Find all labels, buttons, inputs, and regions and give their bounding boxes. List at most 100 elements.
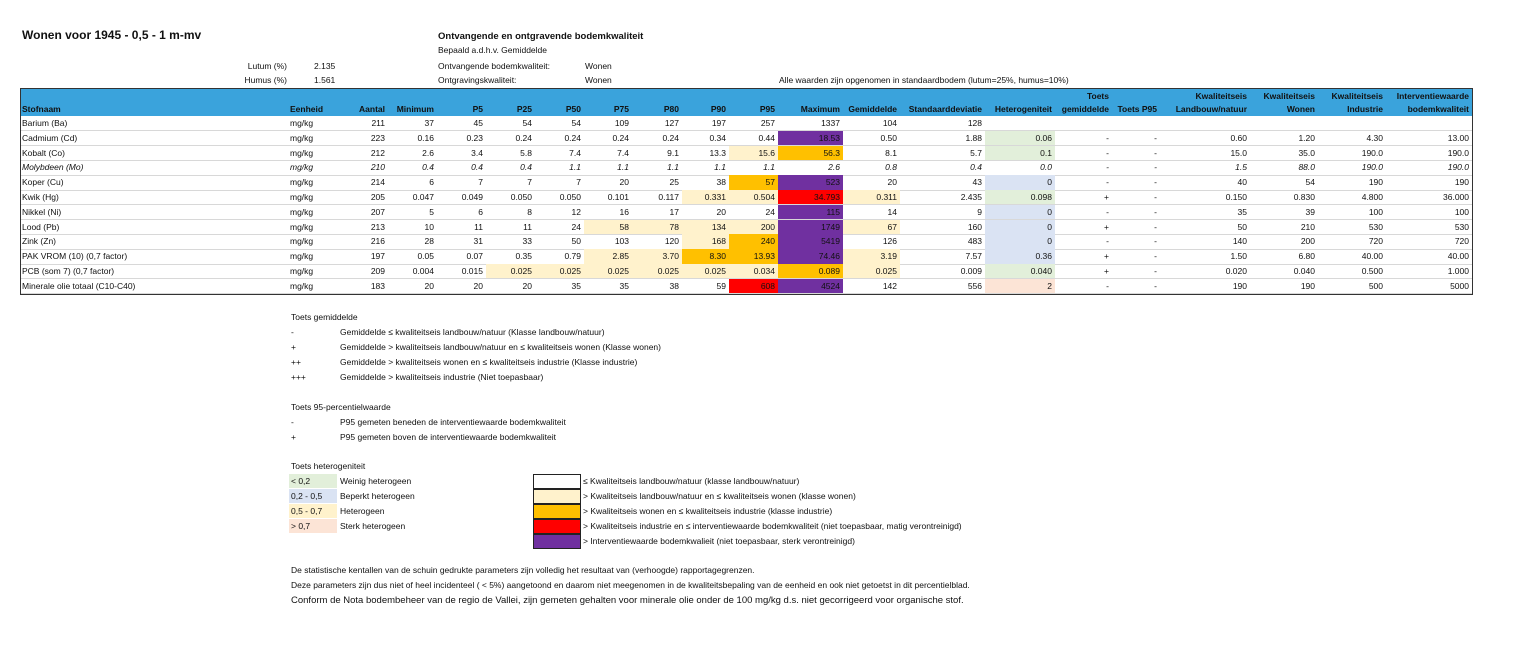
cell: 9.1 — [667, 147, 679, 158]
cell-fill — [985, 234, 1055, 250]
cell: 54 — [571, 117, 581, 128]
cell: 0.830 — [1293, 191, 1315, 202]
cell-fill — [682, 219, 729, 235]
cell: 0.4 — [422, 162, 434, 173]
cell: 2.85 — [612, 251, 629, 262]
row-line — [20, 278, 1472, 279]
cell: 1.5 — [1235, 162, 1247, 173]
cell: 0.015 — [461, 265, 483, 276]
cell-fill — [729, 264, 778, 279]
cell: 33 — [522, 236, 532, 247]
cell-fill — [778, 234, 843, 250]
cell: 197 — [711, 117, 726, 128]
cell: 6.80 — [1298, 251, 1315, 262]
cell-fill — [985, 190, 1055, 205]
cell: 223 — [370, 132, 385, 143]
cell: 1.1 — [569, 162, 581, 173]
cell: 0.60 — [1230, 132, 1247, 143]
cell: 205 — [370, 191, 385, 202]
param-label: Lutum (%) — [247, 60, 287, 71]
cell: 1.1 — [667, 162, 679, 173]
row-line — [20, 204, 1472, 205]
cell-fill — [584, 219, 632, 235]
footnote: Conform de Nota bodembeheer van de regio… — [291, 594, 964, 606]
cell: 58 — [619, 221, 629, 232]
column-header: P75 — [613, 103, 629, 114]
column-header: P90 — [710, 103, 726, 114]
cell: 126 — [882, 236, 897, 247]
cell: 100 — [1454, 206, 1469, 217]
cell: 0.050 — [510, 191, 532, 202]
cell: 0.089 — [818, 265, 840, 276]
cell: 0.049 — [461, 191, 483, 202]
cell: 2.6 — [422, 147, 434, 158]
cell-fill — [985, 219, 1055, 235]
cell: 7.4 — [569, 147, 581, 158]
cell: 7 — [527, 177, 532, 188]
legend-code: ++ — [291, 356, 301, 367]
cell: 115 — [826, 206, 840, 217]
legend-code: +++ — [291, 371, 306, 382]
cell: 0 — [1047, 221, 1052, 232]
cell: 15.0 — [1230, 147, 1247, 158]
cell: 0 — [1047, 236, 1052, 247]
cell: 190.0 — [1447, 162, 1469, 173]
column-header: Stofnaam — [22, 103, 61, 114]
cell: 190.0 — [1447, 147, 1469, 158]
cell: 0.36 — [1035, 251, 1052, 262]
cell: 17 — [669, 206, 679, 217]
cell: 257 — [760, 117, 775, 128]
legend-text: Gemiddelde > kwaliteitseis wonen en ≤ kw… — [340, 356, 638, 367]
cell-fill — [985, 249, 1055, 264]
cell: 0.020 — [1225, 265, 1247, 276]
cell-fill — [729, 175, 778, 190]
cell-fill — [729, 234, 778, 250]
cell: 20 — [887, 177, 897, 188]
legend-swatch — [289, 474, 337, 488]
cell: 8 — [527, 206, 532, 217]
cell: 34.793 — [814, 191, 840, 202]
cell-fill — [843, 249, 900, 264]
column-header: Standaarddeviatie — [908, 103, 982, 114]
cell: - — [1154, 221, 1157, 232]
column-header: P25 — [516, 103, 532, 114]
cell-fill — [843, 219, 900, 235]
cell: - — [1106, 177, 1109, 188]
cell-fill — [584, 249, 632, 264]
cell: 3.19 — [880, 251, 897, 262]
cell: 10 — [424, 221, 434, 232]
cell: 523 — [825, 177, 840, 188]
cell: 28 — [424, 236, 434, 247]
cell: 0.040 — [1030, 265, 1052, 276]
column-header: P5 — [472, 103, 483, 114]
cell: 0.34 — [709, 132, 726, 143]
cell: + — [1104, 251, 1109, 262]
cell: 720 — [1368, 236, 1383, 247]
cell: 103 — [614, 236, 629, 247]
column-header: Toets P95 — [1117, 103, 1157, 114]
cell: Koper (Cu) — [22, 177, 64, 188]
cell: - — [1154, 265, 1157, 276]
cell-fill — [985, 204, 1055, 220]
cell: 168 — [711, 236, 726, 247]
legend-code: - — [291, 326, 294, 337]
row-line — [20, 248, 1472, 250]
legend-code: 0,2 - 0,5 — [291, 490, 323, 501]
cell: mg/kg — [290, 280, 314, 291]
cell-fill — [729, 249, 778, 264]
cell: PAK VROM (10) (0,7 factor) — [22, 251, 128, 262]
cell: Cadmium (Cd) — [22, 132, 78, 143]
cell: 24 — [571, 221, 581, 232]
cell: 190 — [1232, 280, 1247, 291]
cell: 200 — [760, 221, 775, 232]
cell: 200 — [1300, 236, 1315, 247]
cell: 0.025 — [510, 265, 532, 276]
cell: 40.00 — [1447, 251, 1469, 262]
cell: 0.0 — [1040, 162, 1052, 173]
cell: 0.098 — [1030, 191, 1052, 202]
column-header: Maximum — [800, 103, 840, 114]
quality-label: Ontgravingskwaliteit: — [438, 75, 517, 85]
cell: 214 — [370, 177, 385, 188]
cell: 190.0 — [1361, 147, 1383, 158]
legend-text: > Kwaliteitseis wonen en ≤ kwaliteitseis… — [583, 505, 833, 516]
